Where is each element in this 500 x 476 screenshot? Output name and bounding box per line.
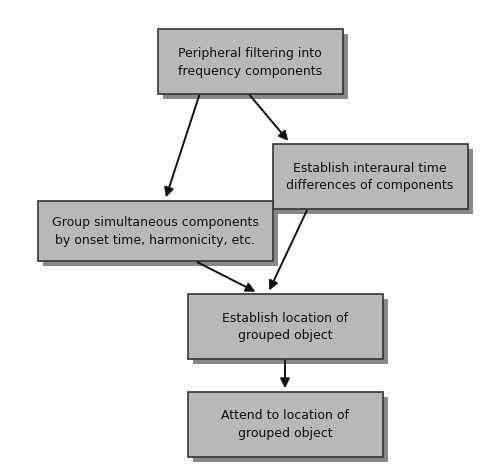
Text: Establish interaural time
differences of components: Establish interaural time differences of…: [286, 161, 454, 192]
FancyBboxPatch shape: [38, 201, 272, 261]
FancyBboxPatch shape: [162, 34, 348, 99]
FancyBboxPatch shape: [192, 299, 388, 364]
Text: Peripheral filtering into
frequency components: Peripheral filtering into frequency comp…: [178, 46, 322, 77]
Text: Attend to location of
grouped object: Attend to location of grouped object: [221, 408, 349, 439]
FancyBboxPatch shape: [158, 30, 342, 94]
FancyBboxPatch shape: [188, 294, 382, 359]
Text: Establish location of
grouped object: Establish location of grouped object: [222, 311, 348, 342]
FancyBboxPatch shape: [42, 207, 278, 267]
FancyBboxPatch shape: [272, 144, 468, 209]
FancyBboxPatch shape: [188, 392, 382, 456]
Text: Group simultaneous components
by onset time, harmonicity, etc.: Group simultaneous components by onset t…: [52, 216, 258, 247]
FancyBboxPatch shape: [278, 149, 472, 214]
FancyBboxPatch shape: [192, 397, 388, 462]
